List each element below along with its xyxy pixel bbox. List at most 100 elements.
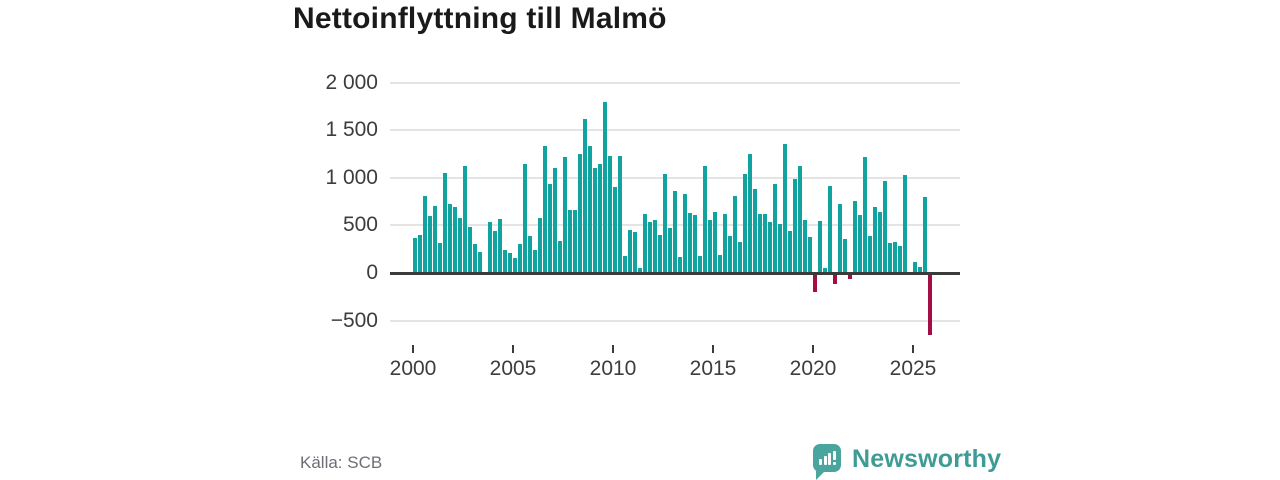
bar-positive	[793, 179, 797, 273]
bar-positive	[733, 195, 737, 273]
bar-positive	[428, 215, 432, 273]
y-tick-label: 0	[366, 261, 378, 284]
bar-positive	[528, 236, 532, 273]
bar-positive	[473, 244, 477, 273]
bar-positive	[443, 172, 447, 273]
newsworthy-logo: Newsworthy	[813, 442, 1013, 480]
gridline	[390, 176, 960, 179]
bar-positive	[563, 156, 567, 273]
bar-positive	[768, 222, 772, 273]
x-tick-label: 2015	[689, 357, 737, 380]
bar-negative	[833, 273, 837, 284]
bar-positive	[663, 173, 667, 273]
bar-positive	[878, 211, 882, 273]
bar-positive	[893, 241, 897, 273]
bar-positive	[888, 243, 892, 273]
y-tick-label: 500	[342, 213, 378, 237]
bar-positive	[448, 204, 452, 273]
bar-positive	[783, 144, 787, 273]
bar-positive	[418, 235, 422, 273]
bar-negative	[813, 273, 817, 293]
bar-positive	[693, 214, 697, 273]
x-tick-label: 2020	[789, 357, 837, 380]
bar-positive	[668, 227, 672, 273]
x-tick-mark	[912, 345, 914, 353]
bar-positive	[518, 244, 522, 273]
x-tick-label: 2000	[389, 357, 437, 380]
bar-positive	[728, 236, 732, 273]
bar-positive	[488, 221, 492, 273]
bar-positive	[608, 155, 612, 273]
bar-positive	[623, 255, 627, 273]
bar-positive	[823, 267, 827, 273]
x-tick-mark	[512, 345, 514, 353]
bar-positive	[883, 180, 887, 273]
bar-positive	[478, 252, 482, 273]
bar-positive	[673, 191, 677, 273]
bar-positive	[798, 166, 802, 273]
bar-positive	[633, 232, 637, 273]
bar-positive	[753, 188, 757, 273]
x-tick-label: 2010	[589, 357, 637, 380]
x-tick-mark	[812, 345, 814, 353]
x-axis-zero-line	[390, 271, 960, 275]
bar-positive	[603, 101, 607, 273]
x-tick-mark	[612, 345, 614, 353]
bar-positive	[523, 163, 527, 273]
bar-positive	[923, 196, 927, 273]
bar-positive	[548, 184, 552, 273]
bar-positive	[708, 219, 712, 273]
bar-positive	[538, 218, 542, 273]
bar-positive	[618, 156, 622, 273]
bar-positive	[843, 238, 847, 273]
bar-positive	[698, 256, 702, 273]
bar-positive	[583, 119, 587, 273]
bar-positive	[513, 258, 517, 273]
y-tick-label: 1 000	[325, 165, 378, 189]
bar-positive	[493, 230, 497, 273]
bar-positive	[558, 240, 562, 273]
bar-positive	[838, 204, 842, 273]
bar-positive	[808, 236, 812, 273]
brand-name: Newsworthy	[852, 445, 1002, 473]
bar-positive	[543, 146, 547, 273]
bar-positive	[903, 175, 907, 273]
bar-positive	[773, 184, 777, 273]
bar-positive	[913, 262, 917, 273]
newsworthy-speech-bubble-chart-icon	[813, 444, 841, 480]
bar-positive	[743, 173, 747, 273]
bar-positive	[658, 234, 662, 273]
bar-positive	[758, 213, 762, 273]
bar-positive	[598, 163, 602, 273]
bar-positive	[718, 255, 722, 273]
bar-positive	[678, 256, 682, 273]
y-tick-label: 1 500	[325, 118, 378, 142]
bar-positive	[593, 167, 597, 273]
bar-positive	[703, 166, 707, 273]
y-tick-label: 2 000	[325, 70, 378, 94]
bar-positive	[868, 236, 872, 273]
bar-positive	[828, 186, 832, 273]
bar-positive	[738, 241, 742, 273]
x-tick-label: 2025	[889, 357, 937, 380]
bar-positive	[508, 253, 512, 273]
bar-positive	[533, 250, 537, 273]
bar-positive	[778, 223, 782, 273]
bar-positive	[498, 219, 502, 273]
bar-positive	[648, 222, 652, 273]
bar-positive	[468, 227, 472, 273]
bar-positive	[723, 213, 727, 273]
bar-positive	[688, 212, 692, 273]
bar-positive	[573, 210, 577, 273]
bar-positive	[873, 206, 877, 273]
bar-positive	[588, 146, 592, 273]
bar-negative	[848, 273, 852, 279]
bar-positive	[568, 209, 572, 273]
bar-positive	[613, 187, 617, 273]
bar-positive	[503, 250, 507, 273]
bar-positive	[683, 194, 687, 273]
bar-positive	[853, 201, 857, 273]
bar-positive	[438, 242, 442, 273]
x-tick-mark	[412, 345, 414, 353]
